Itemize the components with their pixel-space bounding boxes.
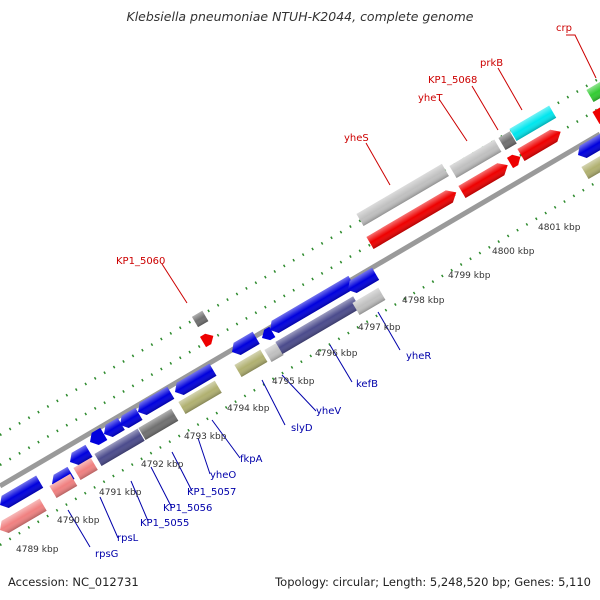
kbp-label: 4801 kbp: [538, 223, 581, 233]
feature-yheO: [138, 386, 175, 416]
gene-label-yheO: yheO: [210, 470, 236, 481]
kbp-label: 4790 kbp: [57, 516, 100, 526]
gene-label-rpsG: rpsG: [95, 549, 118, 560]
feature-KP1_5055: [90, 427, 108, 446]
feature-yheT-cds: [458, 163, 508, 199]
kbp-label: 4798 kbp: [402, 296, 445, 306]
gene-label-yheS: yheS: [344, 133, 369, 144]
feature-yheR-cds: [348, 267, 380, 294]
map-title: Klebsiella pneumoniae NTUH-K2044, comple…: [126, 9, 474, 24]
feature-KP1_5068-misc: [498, 131, 517, 151]
feature-crp-misc: [586, 74, 600, 103]
kbp-label: 4792 kbp: [141, 460, 184, 470]
gene-label-KP1_5057: KP1_5057: [187, 487, 236, 498]
kbp-labels: 4789 kbp 4790 kbp 4791 kbp 4792 kbp 4793…: [16, 223, 581, 555]
accession-text: Accession: NC_012731: [8, 575, 139, 589]
feature-prkB-misc: [509, 105, 557, 142]
kbp-label: 4799 kbp: [448, 271, 491, 281]
gene-label-prkB: prkB: [480, 58, 503, 69]
feature-KP1_5060-cds: [199, 333, 214, 348]
gene-label-KP1_5056: KP1_5056: [163, 503, 212, 514]
forward-features: [191, 74, 600, 348]
feature-yheT-misc: [449, 139, 502, 179]
gene-label-yheV: yheV: [316, 406, 341, 417]
kbp-label: 4791 kbp: [99, 488, 142, 498]
feature-olive-2: [234, 349, 268, 378]
feature-rev-cds-right: [578, 133, 600, 159]
kbp-label: 4789 kbp: [16, 545, 59, 555]
gene-label-rpsL: rpsL: [117, 533, 139, 544]
reverse-label-leaders: [67, 311, 401, 548]
kbp-label: 4795 kbp: [272, 377, 315, 387]
feature-slyD: [232, 331, 260, 356]
gene-label-yheT: yheT: [418, 93, 443, 104]
gene-label-KP1_5068: KP1_5068: [428, 75, 477, 86]
reverse-gene-labels: rpsG rpsL KP1_5055 KP1_5056 KP1_5057 yhe…: [95, 351, 431, 560]
reverse-features: [0, 133, 600, 534]
kbp-label: 4796 kbp: [315, 349, 358, 359]
feature-rev-rrna-3: [73, 457, 98, 481]
feature-KP1_5056: [104, 417, 125, 438]
feature-prkB-cds: [517, 129, 561, 162]
feature-fkpA: [175, 363, 217, 396]
gene-label-yheR: yheR: [406, 351, 431, 362]
forward-gene-labels: crp prkB KP1_5068 yheT yheS KP1_5060: [116, 23, 572, 267]
kbp-label: 4800 kbp: [492, 247, 535, 257]
gene-label-KP1_5055: KP1_5055: [140, 518, 189, 529]
feature-olive-right: [581, 151, 600, 180]
inner-tick-track: [0, 178, 600, 547]
feature-yheR-misc: [352, 287, 386, 316]
feature-yheS-misc: [356, 163, 449, 227]
gene-label-crp: crp: [556, 23, 572, 34]
feature-rev-rrna-2: [49, 473, 78, 499]
gene-label-slyD: slyD: [291, 423, 313, 434]
feature-yheV: [262, 326, 276, 341]
feature-KP1_5057: [120, 407, 143, 429]
forward-label-leaders: [161, 34, 597, 304]
gene-label-kefB: kefB: [356, 379, 378, 390]
kbp-label: 4793 kbp: [184, 432, 227, 442]
kbp-label: 4794 kbp: [227, 404, 270, 414]
feature-gray-block: [138, 408, 179, 441]
feature-trna-block: [94, 428, 145, 467]
feature-KP1_5068-cds: [506, 154, 521, 169]
gene-label-fkpA: fkpA: [240, 454, 263, 465]
feature-yheS-cds: [366, 190, 457, 250]
gene-label-KP1_5060: KP1_5060: [116, 256, 165, 267]
kbp-label: 4797 kbp: [358, 323, 401, 333]
feature-rev-rrna-1: [0, 498, 47, 534]
feature-kefB-cds: [270, 275, 356, 334]
feature-rev-cds-1: [0, 475, 44, 509]
feature-kefB-trna: [275, 296, 361, 355]
feature-rpsL: [70, 444, 93, 466]
feature-KP1_5060-misc: [191, 310, 209, 328]
topology-text: Topology: circular; Length: 5,248,520 bp…: [275, 575, 591, 589]
feature-olive-1: [178, 380, 222, 415]
